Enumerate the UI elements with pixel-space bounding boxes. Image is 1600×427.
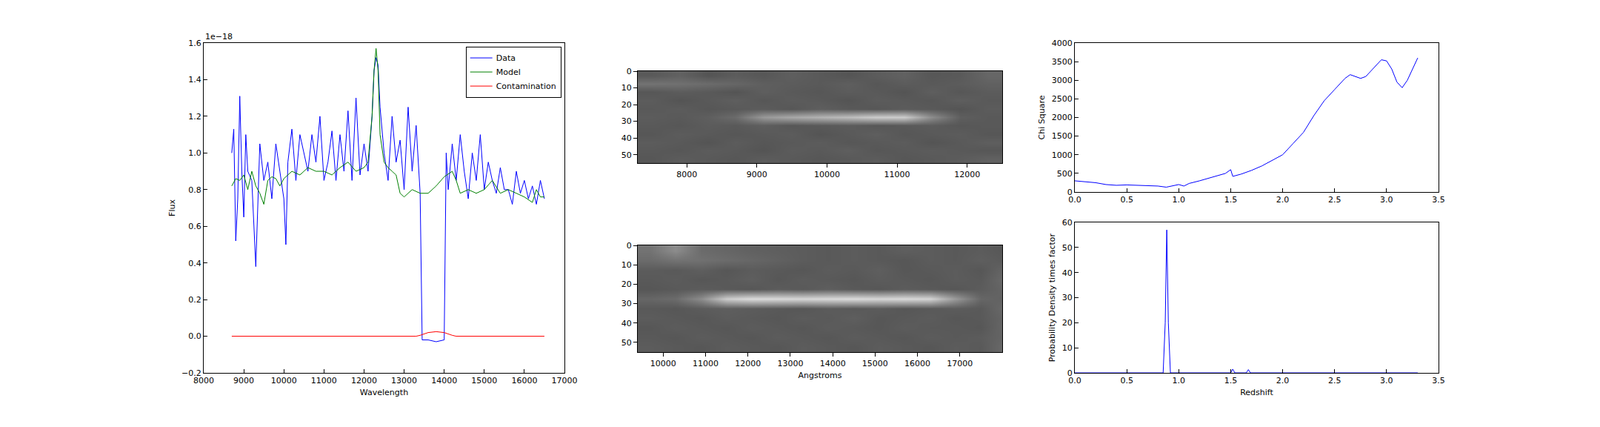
svg-text:Wavelength: Wavelength: [360, 387, 409, 398]
svg-text:0.6: 0.6: [188, 221, 202, 232]
svg-text:Contamination: Contamination: [496, 81, 557, 92]
svg-text:40: 40: [1062, 268, 1073, 278]
svg-text:Chi Square: Chi Square: [1037, 94, 1047, 140]
svg-text:20: 20: [621, 100, 632, 110]
svg-text:1.4: 1.4: [188, 74, 202, 85]
svg-text:40: 40: [621, 318, 632, 329]
svg-text:12000: 12000: [954, 169, 980, 180]
svg-text:2.0: 2.0: [1276, 375, 1290, 386]
svg-text:10: 10: [621, 82, 632, 93]
svg-text:Probability Density times fact: Probability Density times factor: [1047, 232, 1058, 362]
svg-text:3.5: 3.5: [1431, 194, 1446, 205]
svg-text:3.0: 3.0: [1380, 194, 1394, 205]
svg-text:1.0: 1.0: [188, 148, 202, 158]
svg-text:1.5: 1.5: [1224, 375, 1238, 386]
svg-text:20: 20: [1062, 317, 1073, 328]
svg-text:20: 20: [621, 279, 632, 289]
svg-text:50: 50: [621, 150, 632, 160]
svg-text:0.4: 0.4: [188, 258, 202, 269]
svg-text:3000: 3000: [1051, 75, 1073, 86]
svg-text:10000: 10000: [650, 358, 677, 369]
svg-text:Data: Data: [496, 53, 516, 63]
svg-text:10: 10: [1062, 342, 1073, 353]
svg-text:Flux: Flux: [167, 199, 178, 217]
svg-text:1.2: 1.2: [188, 111, 202, 122]
svg-text:2.5: 2.5: [1328, 194, 1342, 205]
svg-text:Model: Model: [496, 67, 521, 78]
svg-text:10000: 10000: [814, 169, 840, 180]
svg-text:0: 0: [1067, 368, 1073, 378]
svg-text:16000: 16000: [904, 358, 931, 369]
svg-text:12000: 12000: [351, 375, 378, 386]
svg-text:0: 0: [626, 66, 632, 77]
svg-text:40: 40: [621, 133, 632, 143]
svg-text:4000: 4000: [1051, 38, 1073, 49]
svg-text:3500: 3500: [1051, 57, 1073, 67]
svg-text:3.5: 3.5: [1431, 375, 1446, 386]
svg-text:9000: 9000: [233, 375, 255, 386]
svg-text:0.0: 0.0: [1068, 194, 1082, 205]
svg-text:30: 30: [621, 116, 632, 126]
svg-text:2.5: 2.5: [1328, 375, 1342, 386]
svg-text:30: 30: [621, 298, 632, 309]
svg-text:10: 10: [621, 260, 632, 270]
svg-text:3.0: 3.0: [1380, 375, 1394, 386]
svg-text:14000: 14000: [820, 358, 846, 369]
svg-text:1.0: 1.0: [1172, 375, 1186, 386]
svg-text:50: 50: [621, 337, 632, 348]
svg-text:2000: 2000: [1051, 112, 1073, 123]
svg-text:500: 500: [1057, 168, 1073, 179]
svg-text:1e−18: 1e−18: [205, 31, 233, 42]
svg-text:1000: 1000: [1051, 150, 1073, 160]
svg-text:Redshift: Redshift: [1240, 387, 1274, 398]
svg-text:0.5: 0.5: [1120, 194, 1134, 205]
svg-text:2.0: 2.0: [1276, 194, 1290, 205]
svg-text:50: 50: [1062, 242, 1073, 253]
svg-text:11000: 11000: [311, 375, 338, 386]
svg-text:15000: 15000: [862, 358, 889, 369]
svg-text:1.6: 1.6: [188, 38, 202, 49]
svg-text:0.8: 0.8: [188, 185, 202, 195]
svg-text:0.0: 0.0: [1068, 375, 1082, 386]
svg-text:0.2: 0.2: [188, 294, 202, 305]
svg-text:16000: 16000: [511, 375, 538, 386]
svg-text:12000: 12000: [734, 358, 761, 369]
svg-text:10000: 10000: [271, 375, 298, 386]
svg-text:13000: 13000: [777, 358, 803, 369]
svg-text:60: 60: [1062, 217, 1073, 228]
svg-text:2500: 2500: [1051, 94, 1073, 104]
svg-text:13000: 13000: [391, 375, 418, 386]
svg-text:0: 0: [626, 240, 632, 251]
svg-text:17000: 17000: [551, 375, 578, 386]
svg-text:1500: 1500: [1051, 131, 1073, 141]
svg-text:−0.2: −0.2: [181, 368, 202, 378]
svg-text:17000: 17000: [946, 358, 973, 369]
svg-text:15000: 15000: [471, 375, 498, 386]
svg-text:0: 0: [1067, 187, 1073, 198]
svg-text:11000: 11000: [692, 358, 719, 369]
svg-text:1.5: 1.5: [1224, 194, 1238, 205]
svg-text:0.5: 0.5: [1120, 375, 1134, 386]
svg-text:1.0: 1.0: [1172, 194, 1186, 205]
svg-text:0.0: 0.0: [188, 331, 202, 341]
svg-text:30: 30: [1062, 292, 1073, 303]
svg-text:Angstroms: Angstroms: [798, 370, 843, 380]
svg-text:8000: 8000: [193, 375, 215, 386]
svg-text:9000: 9000: [746, 169, 768, 180]
svg-text:11000: 11000: [884, 169, 911, 180]
svg-text:8000: 8000: [676, 169, 698, 180]
svg-text:14000: 14000: [431, 375, 458, 386]
